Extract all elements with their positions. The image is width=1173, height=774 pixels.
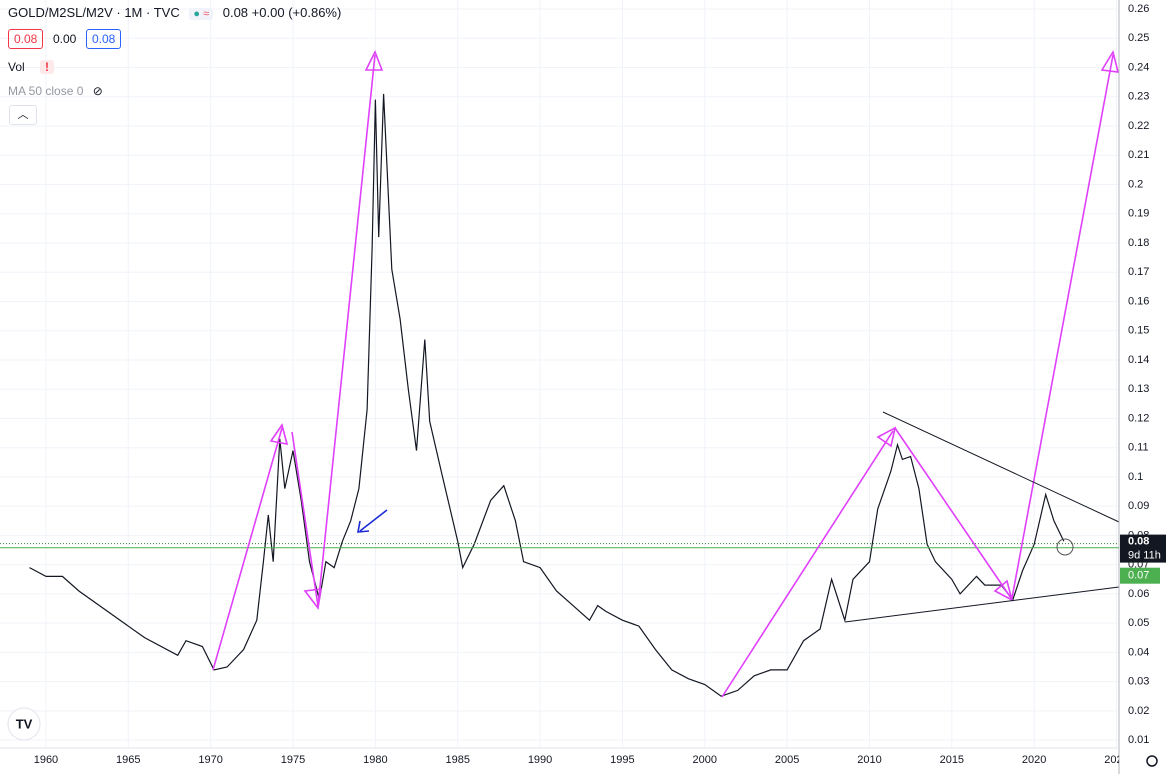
y-tick-label: 0.05 <box>1128 617 1149 629</box>
y-tick-label: 0.2 <box>1128 178 1143 190</box>
ask[interactable]: 0.08 <box>85 29 122 49</box>
y-tick-label: 0.12 <box>1128 412 1149 424</box>
magenta-arrows <box>212 49 1120 698</box>
x-tick-label: 1990 <box>528 754 552 766</box>
x-tick-label: 2005 <box>775 754 799 766</box>
y-tick-label: 0.19 <box>1128 208 1149 220</box>
vol-row: Vol ! <box>8 60 55 74</box>
x-tick-label: 1960 <box>34 754 58 766</box>
y-tick-label: 0.23 <box>1128 91 1149 103</box>
y-tick-label: 0.16 <box>1128 295 1149 307</box>
x-tick-label: 2015 <box>940 754 964 766</box>
y-tick-label: 0.06 <box>1128 588 1149 600</box>
y-tick-label: 0.11 <box>1128 442 1149 454</box>
y-tick-label: 0.25 <box>1128 32 1149 44</box>
y-tick-label: 0.03 <box>1128 676 1149 688</box>
x-tick-label: 2020 <box>1022 754 1046 766</box>
y-tick-label: 0.04 <box>1128 646 1149 658</box>
x-tick-label: 2025 <box>1104 754 1128 766</box>
y-tick-label: 0.18 <box>1128 237 1149 249</box>
warning[interactable]: ! <box>40 60 55 74</box>
ma-price-label: 0.07 <box>1128 570 1149 582</box>
y-tick-label: 0.09 <box>1128 500 1149 512</box>
ma-row: MA 50 close 0 ⊘ <box>8 84 103 98</box>
x-tick-label: 1980 <box>363 754 387 766</box>
countdown-label: 9d 11h <box>1128 550 1161 562</box>
bid[interactable]: 0.08 <box>8 29 44 49</box>
y-tick-label: 0.1 <box>1128 471 1143 483</box>
change: +0.00 <box>251 5 285 20</box>
replay-marker <box>1056 538 1074 556</box>
vol: Vol <box>8 60 25 74</box>
change-pct: (+0.86%) <box>288 5 342 20</box>
y-tick-label: 0.01 <box>1128 734 1149 746</box>
ma-price-box <box>1120 567 1160 584</box>
ma: MA 50 close 0 <box>8 84 84 98</box>
y-tick-label: 0.22 <box>1128 120 1149 132</box>
source: TVC <box>153 5 180 20</box>
x-axis: 1960 1965 1970 1975 1980 1985 1990 1995 2000 2005… <box>34 754 1128 766</box>
axes: 1960 1965 1970 1975 1980 1985 1990 1995 2000 2005… <box>34 3 1166 766</box>
last-price-box <box>1120 534 1166 563</box>
y-tick-label: 0.21 <box>1128 149 1149 161</box>
last-price-label: 0.08 <box>1128 536 1149 548</box>
svg-text:TV: TV <box>16 716 33 731</box>
y-tick-label: 0.26 <box>1128 3 1149 15</box>
y-tick-label: 0.17 <box>1128 266 1149 278</box>
plot <box>0 93 1119 697</box>
y-tick-label: 0.13 <box>1128 383 1149 395</box>
y-tick-label: 0.15 <box>1128 325 1149 337</box>
grid <box>0 0 1119 748</box>
blue-arrow <box>357 509 388 533</box>
x-tick-label: 1975 <box>281 754 305 766</box>
x-tick-label: 2000 <box>693 754 717 766</box>
tv-logo: TV <box>7 707 41 741</box>
legend-row: GOLD/M2SL/M2V · 1M · TVC ● ≈ 0.08 +0.00 … <box>8 5 342 20</box>
status: ● ≈ <box>189 8 214 20</box>
collapse-button[interactable]: ︿ <box>9 105 37 125</box>
drawings <box>212 49 1120 698</box>
price-line <box>29 93 1065 697</box>
x-tick-label: 1965 <box>116 754 140 766</box>
spread: 0.00 <box>52 32 77 46</box>
price: 0.08 <box>222 5 249 20</box>
hide-icon[interactable]: ⊘ <box>92 84 103 98</box>
x-tick-label: 2010 <box>857 754 881 766</box>
x-tick-label: 1995 <box>610 754 634 766</box>
y-tick-label: 0.24 <box>1128 61 1149 73</box>
y-tick-label: 0.14 <box>1128 354 1149 366</box>
interval: 1M <box>124 5 143 20</box>
x-tick-label: 1970 <box>198 754 222 766</box>
y-tick-label: 0.02 <box>1128 705 1149 717</box>
trend-lines <box>844 411 1120 623</box>
x-tick-label: 1985 <box>445 754 469 766</box>
settings-icon[interactable] <box>1146 755 1158 767</box>
symbol: GOLD/M2SL/M2V <box>8 5 113 20</box>
quote-row: 0.08 0.00 0.08 <box>8 29 122 49</box>
